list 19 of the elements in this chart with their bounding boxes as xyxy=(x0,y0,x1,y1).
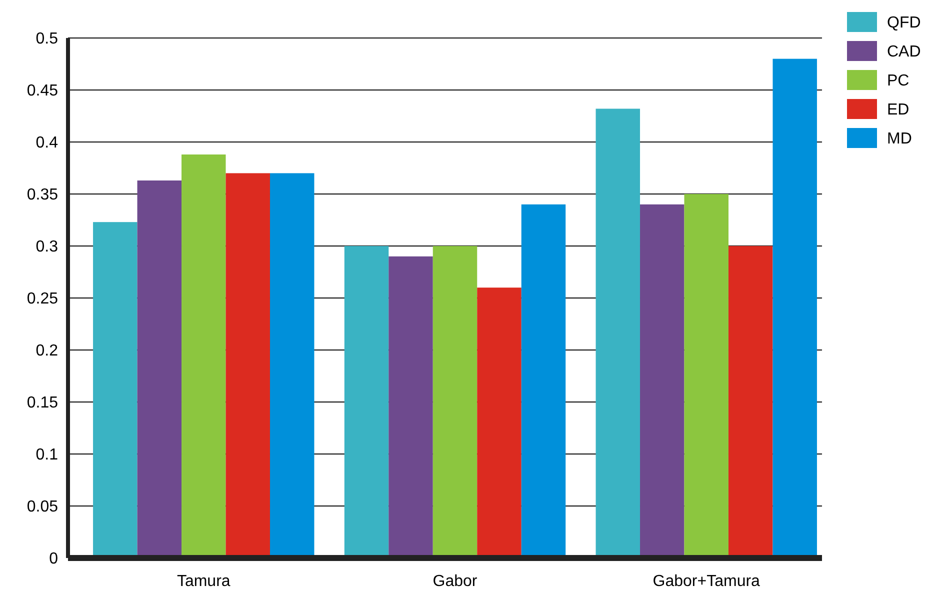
legend-label: QFD xyxy=(887,14,921,32)
y-tick-label: 0.05 xyxy=(26,498,58,516)
x-tick-label: Tamura xyxy=(176,573,230,590)
x-tick-label: Gabor xyxy=(432,573,478,590)
legend-label: PC xyxy=(887,72,910,90)
y-tick-label: 0.4 xyxy=(36,134,58,152)
y-tick-label: 0.25 xyxy=(26,290,58,308)
y-tick-label: 0.45 xyxy=(26,82,58,100)
y-tick-label: 0.35 xyxy=(26,186,58,204)
y-tick-label: 0.1 xyxy=(36,446,58,464)
y-tick-label: 0 xyxy=(49,550,58,568)
x-tick-label: Gabor+Tamura xyxy=(652,573,760,590)
legend-label: CAD xyxy=(887,44,921,61)
legend-label: ED xyxy=(887,102,910,119)
legend-label: MD xyxy=(887,130,912,148)
y-tick-label: 0.2 xyxy=(36,342,58,360)
y-tick-label: 0.3 xyxy=(36,238,58,256)
y-tick-label: 0.15 xyxy=(26,394,58,412)
y-tick-label: 0.5 xyxy=(36,30,58,48)
